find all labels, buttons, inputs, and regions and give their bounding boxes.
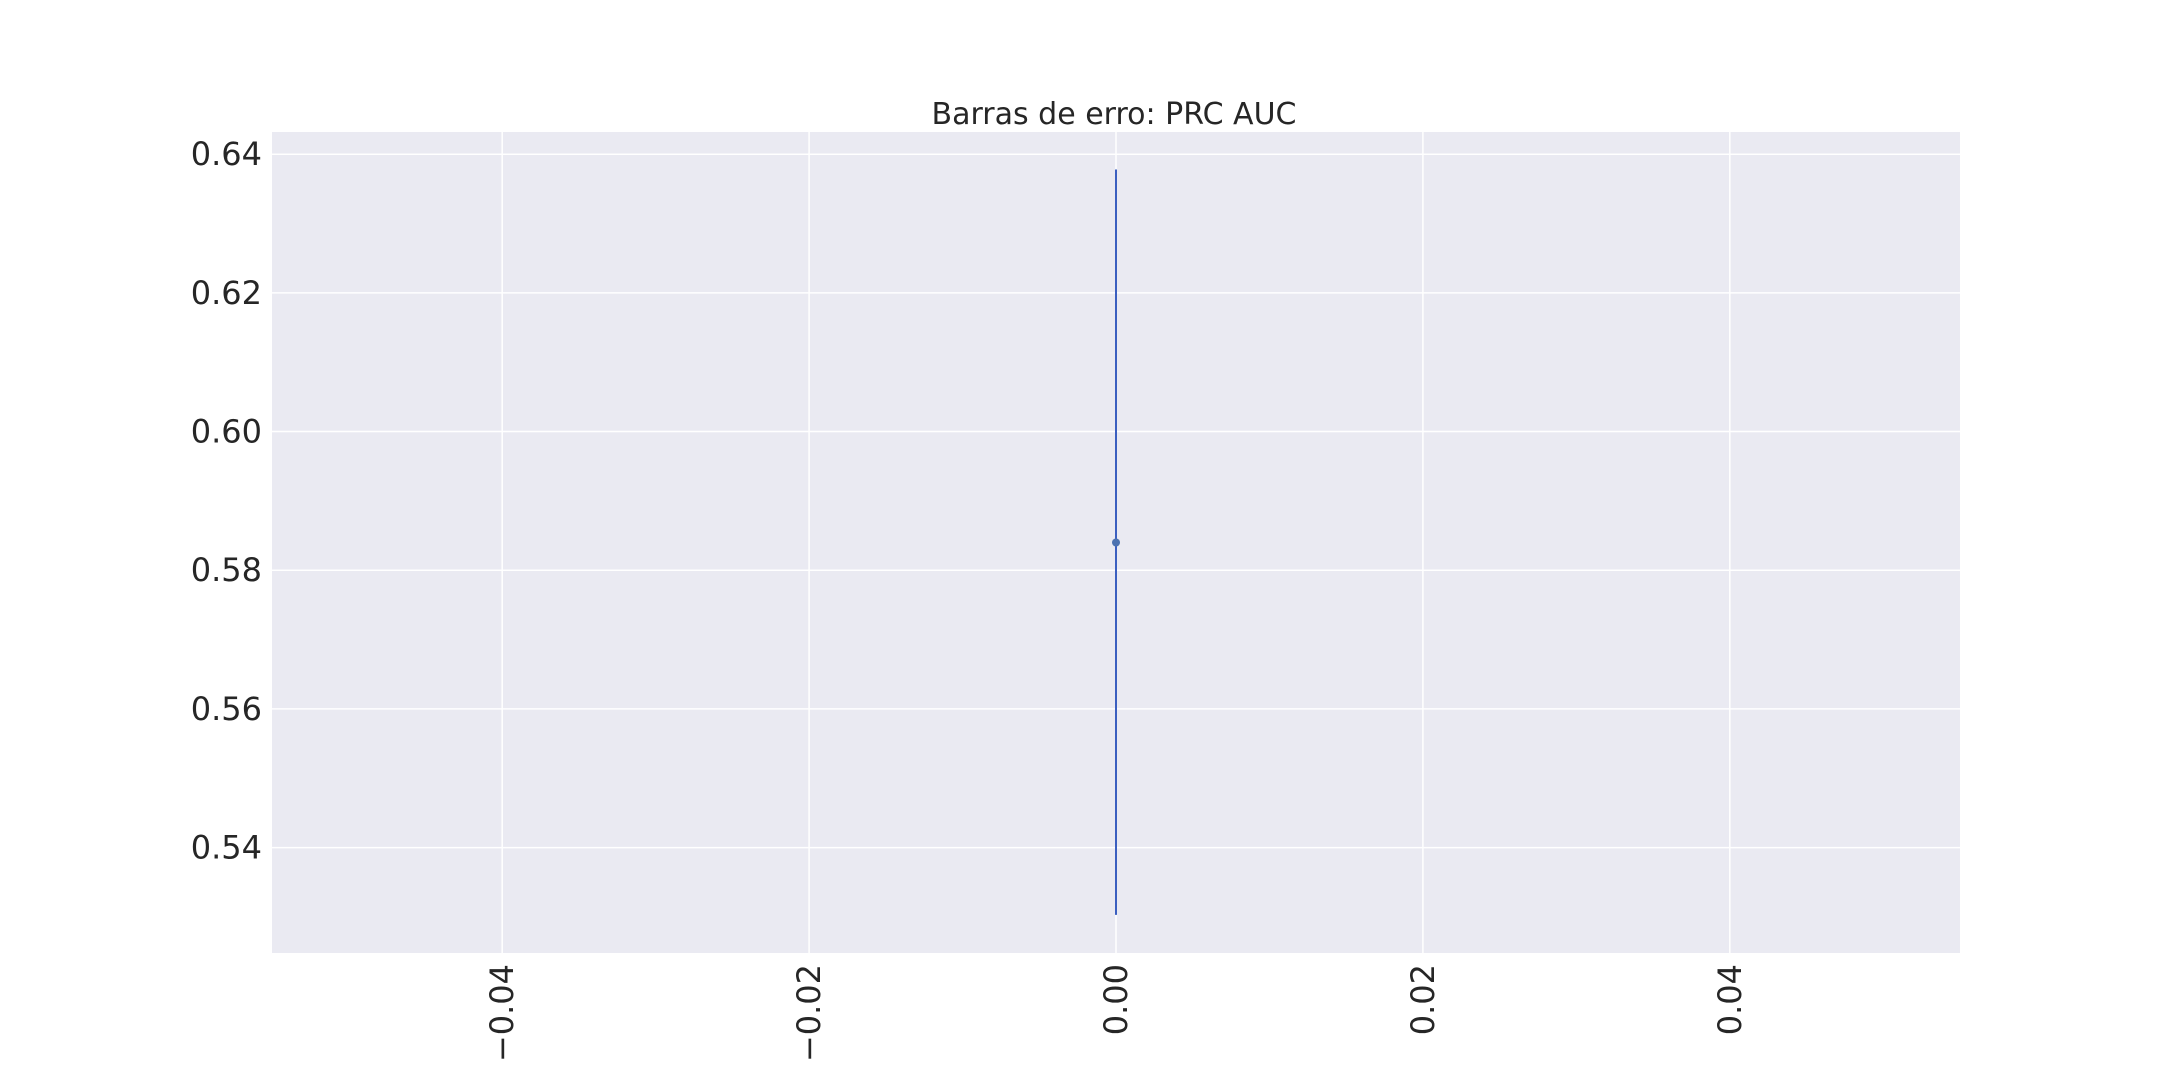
data-point xyxy=(1112,538,1120,547)
y-tick-label: 0.54 xyxy=(191,829,262,867)
chart-title: Barras de erro: PRC AUC xyxy=(932,97,1297,132)
x-tick-label: −0.04 xyxy=(483,964,521,1062)
x-tick-label: 0.02 xyxy=(1404,964,1442,1035)
y-axis-tick-labels: 0.54 0.56 0.58 0.60 0.62 0.64 xyxy=(191,135,262,866)
y-tick-label: 0.58 xyxy=(191,551,262,589)
data-series xyxy=(1112,169,1120,915)
y-tick-label: 0.64 xyxy=(191,135,262,173)
y-tick-label: 0.56 xyxy=(191,690,262,728)
x-tick-label: 0.00 xyxy=(1097,964,1135,1035)
x-axis-tick-labels: −0.04 −0.02 0.00 0.02 0.04 xyxy=(483,964,1749,1062)
x-tick-label: −0.02 xyxy=(790,964,828,1062)
x-tick-label: 0.04 xyxy=(1711,964,1749,1035)
y-tick-label: 0.62 xyxy=(191,274,262,312)
y-tick-label: 0.60 xyxy=(191,413,262,451)
